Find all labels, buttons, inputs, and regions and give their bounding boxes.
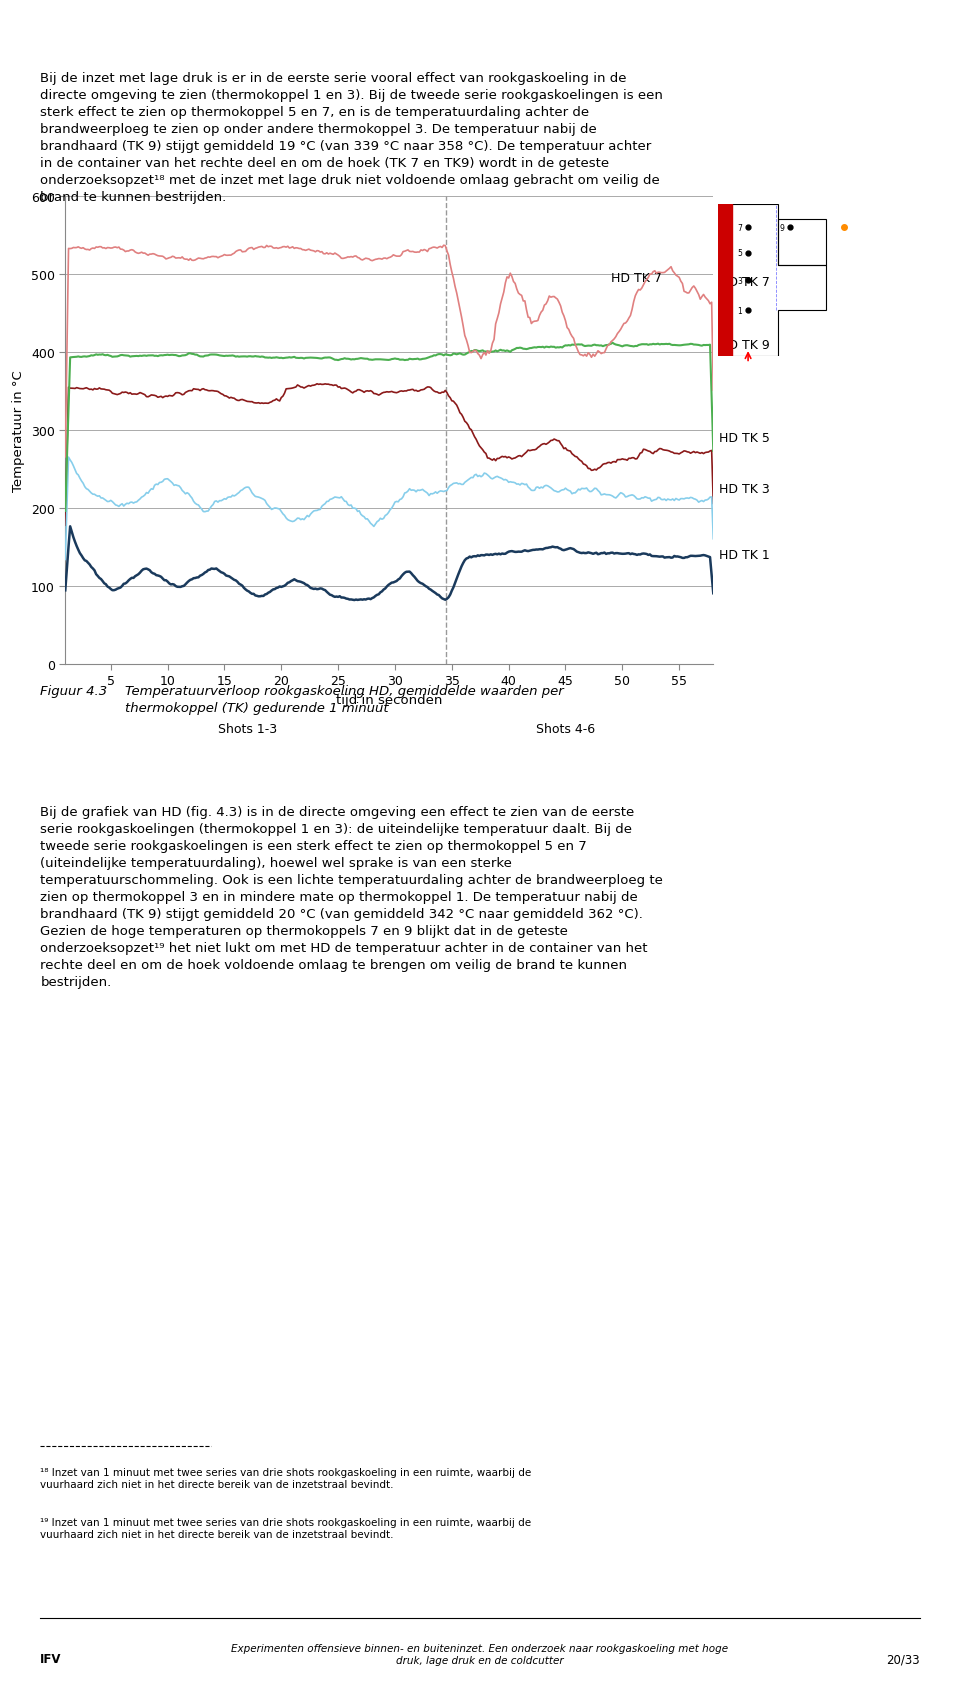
Text: HD TK 5: HD TK 5 (719, 432, 770, 444)
Text: Bij de grafiek van HD (fig. 4.3) is in de directe omgeving een effect te zien va: Bij de grafiek van HD (fig. 4.3) is in d… (40, 806, 663, 989)
Text: HD TK 7: HD TK 7 (719, 276, 770, 289)
Text: Bij de inzet met lage druk is er in de eerste serie vooral effect van rookgaskoe: Bij de inzet met lage druk is er in de e… (40, 72, 663, 204)
Text: IFV: IFV (40, 1652, 61, 1665)
Text: ¹⁸ Inzet van 1 minuut met twee series van drie shots rookgaskoeling in een ruimt: ¹⁸ Inzet van 1 minuut met twee series va… (40, 1467, 532, 1489)
Text: Experimenten offensieve binnen- en buiteninzet. Een onderzoek naar rookgaskoelin: Experimenten offensieve binnen- en buite… (231, 1643, 729, 1665)
Text: HD TK 9: HD TK 9 (719, 338, 770, 352)
Text: 3: 3 (737, 276, 742, 286)
Y-axis label: Temperatuur in °C: Temperatuur in °C (12, 370, 25, 491)
X-axis label: tijd in seconden: tijd in seconden (336, 693, 443, 706)
Bar (718, 205, 732, 357)
Text: 7: 7 (737, 224, 742, 232)
Text: 9: 9 (780, 224, 784, 232)
Text: 20/33: 20/33 (886, 1652, 920, 1665)
Text: Figuur 4.3: Figuur 4.3 (40, 685, 108, 698)
Text: HD TK 1: HD TK 1 (719, 548, 770, 562)
Text: 5: 5 (737, 249, 742, 257)
Text: Shots 1-3: Shots 1-3 (218, 723, 276, 735)
Text: 1: 1 (737, 306, 742, 316)
Text: Temperatuurverloop rookgaskoeling HD, gemiddelde waarden per
thermokoppel (TK) g: Temperatuurverloop rookgaskoeling HD, ge… (125, 685, 564, 715)
Text: HD TK 7: HD TK 7 (611, 272, 661, 286)
Text: HD TK 3: HD TK 3 (719, 483, 770, 496)
Text: Shots 4-6: Shots 4-6 (536, 723, 595, 735)
Text: ¹⁹ Inzet van 1 minuut met twee series van drie shots rookgaskoeling in een ruimt: ¹⁹ Inzet van 1 minuut met twee series va… (40, 1517, 532, 1539)
